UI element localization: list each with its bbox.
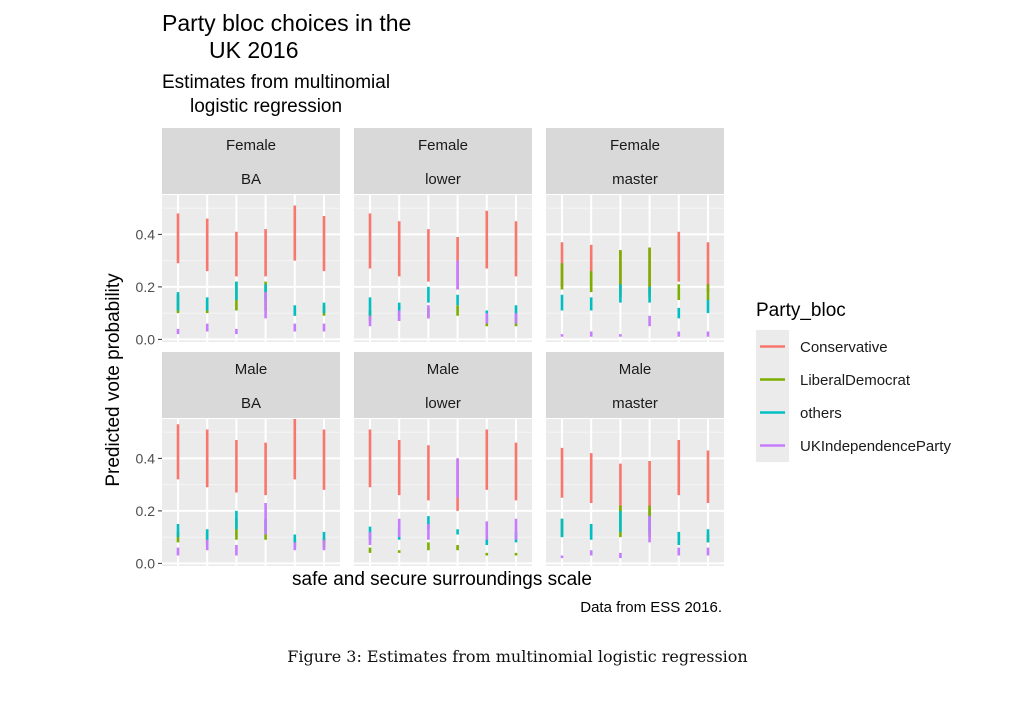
panel-female-lower-strip-col-label: lower	[425, 171, 461, 188]
legend-label-others: others	[800, 405, 842, 422]
panel-female-master-strip-row	[546, 128, 724, 161]
panel-male-master-strip-col	[546, 385, 724, 418]
panel-male-lower-strip-row-label: Male	[427, 361, 460, 378]
panel-male-ba-strip-col-label: BA	[241, 395, 261, 412]
chart-subtitle-line-1: Estimates from multinomial	[162, 72, 391, 93]
panel-male-master-strip-col-label: master	[612, 395, 658, 412]
y-tick-label: 0.2	[136, 279, 156, 295]
panel-female-ba-strip-col	[162, 161, 340, 194]
panel-female-master-background	[546, 195, 724, 342]
chart-caption: Data from ESS 2016.	[580, 599, 722, 616]
panel-female-lower-strip-row-label: Female	[418, 137, 468, 154]
panel-female-lower-strip-col	[354, 161, 532, 194]
chart-title-line-2: UK 2016	[209, 37, 299, 63]
panel-male-lower-strip-col	[354, 385, 532, 418]
y-axis-title: Predicted vote probability	[103, 273, 124, 487]
panel-male-ba-background	[162, 419, 340, 566]
y-tick-label: 0.4	[136, 226, 156, 242]
panel-male-ba-strip-row	[162, 352, 340, 385]
panel-female-ba-strip-col-label: BA	[241, 171, 261, 188]
panel-male-master-strip-row	[546, 352, 724, 385]
panel-female-master-strip-col-label: master	[612, 171, 658, 188]
panel-female-master-strip-row-label: Female	[610, 137, 660, 154]
legend-title: Party_bloc	[756, 300, 846, 321]
panel-male-ba-strip-col	[162, 385, 340, 418]
panel-male-ba-strip-row-label: Male	[235, 361, 268, 378]
x-axis-title: safe and secure surroundings scale	[292, 569, 592, 590]
figure-caption: Figure 3: Estimates from multinomial log…	[287, 647, 748, 666]
legend-label-liberaldemocrat: LiberalDemocrat	[800, 372, 911, 389]
y-tick-label: 0.0	[136, 555, 156, 571]
chart-subtitle-line-2: logistic regression	[190, 96, 343, 117]
legend-label-conservative: Conservative	[800, 339, 888, 356]
y-tick-label: 0.2	[136, 503, 156, 519]
y-tick-label: 0.0	[136, 331, 156, 347]
panel-female-ba-strip-row	[162, 128, 340, 161]
y-tick-label: 0.4	[136, 450, 156, 466]
panel-male-lower-background	[354, 419, 532, 566]
panel-male-master-background	[546, 419, 724, 566]
panel-female-lower-strip-row	[354, 128, 532, 161]
chart-title-line-1: Party bloc choices in the	[162, 10, 412, 36]
panel-female-lower-background	[354, 195, 532, 342]
panel-female-ba-background	[162, 195, 340, 342]
panel-female-ba-strip-row-label: Female	[226, 137, 276, 154]
panel-female-master-strip-col	[546, 161, 724, 194]
panel-male-master-strip-row-label: Male	[619, 361, 652, 378]
panel-male-lower-strip-row	[354, 352, 532, 385]
panel-male-lower-strip-col-label: lower	[425, 395, 461, 412]
legend-label-ukindependenceparty: UKIndependenceParty	[800, 438, 951, 455]
